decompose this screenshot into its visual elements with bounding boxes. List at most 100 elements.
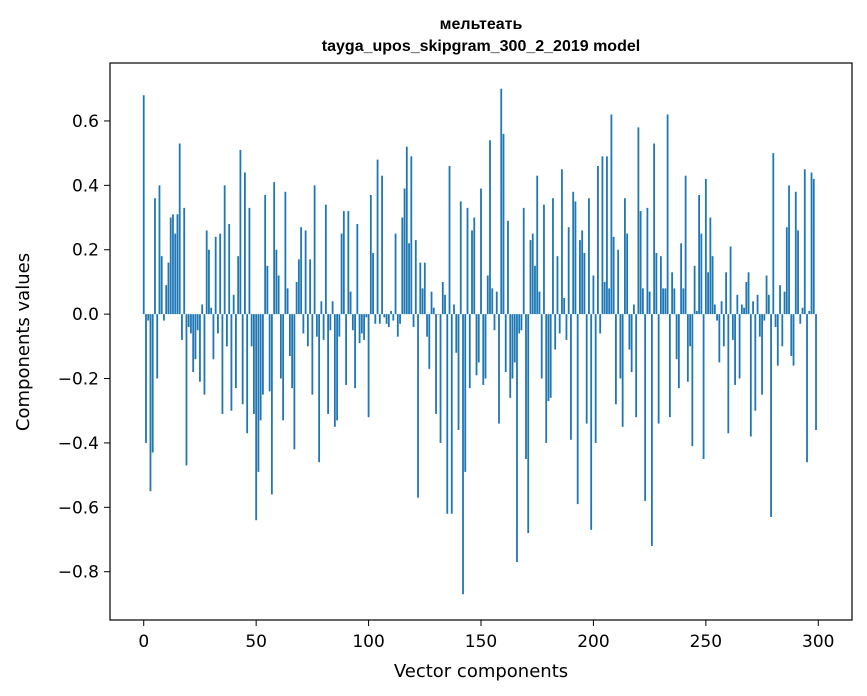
bar-246 (695, 310, 698, 315)
bar-144 (466, 207, 469, 315)
bar-7 (158, 185, 161, 315)
bar-252 (709, 217, 712, 315)
y-tick-label: −0.4 (58, 434, 99, 454)
bar-106 (381, 175, 383, 315)
bar-72 (304, 230, 307, 315)
bar-209 (612, 236, 615, 315)
bar-289 (792, 314, 795, 366)
bar-273 (756, 294, 759, 315)
x-axis-label: Vector components (394, 661, 568, 682)
bar-171 (527, 314, 530, 534)
bar-25 (199, 314, 201, 382)
bar-64 (286, 288, 289, 315)
bar-56 (268, 314, 271, 392)
bar-216 (628, 314, 631, 350)
bar-3 (149, 314, 152, 492)
bar-270 (749, 314, 752, 437)
bar-131 (437, 314, 440, 315)
bar-30 (210, 307, 213, 315)
bar-32 (214, 236, 217, 315)
bar-47 (248, 207, 251, 315)
bar-223 (644, 314, 647, 501)
bar-230 (659, 256, 662, 315)
bar-160 (502, 133, 505, 315)
bar-233 (666, 114, 669, 315)
bar-275 (761, 314, 763, 395)
bar-286 (785, 227, 788, 315)
bar-89 (342, 211, 345, 315)
chart-title-line2: tayga_upos_skipgram_300_2_2019 model (322, 38, 640, 55)
bar-126 (426, 314, 428, 337)
bar-75 (311, 314, 314, 395)
bar-282 (776, 314, 779, 366)
bar-113 (396, 314, 399, 337)
bar-240 (682, 288, 685, 315)
bar-254 (713, 304, 716, 315)
bar-108 (385, 314, 388, 324)
bar-127 (428, 314, 431, 369)
bar-186 (561, 169, 563, 315)
bar-67 (293, 314, 296, 450)
bar-112 (394, 233, 397, 315)
bar-116 (403, 188, 406, 315)
bar-5 (154, 198, 156, 315)
bar-299 (815, 314, 817, 431)
bar-76 (313, 185, 316, 315)
y-tick-label: −0.8 (58, 563, 99, 583)
bar-295 (806, 314, 808, 463)
bar-145 (468, 314, 471, 389)
bar-238 (677, 314, 680, 389)
bar-201 (594, 314, 597, 443)
bar-258 (722, 314, 725, 347)
bar-132 (439, 314, 442, 443)
bar-23 (194, 314, 197, 360)
bar-91 (347, 211, 350, 315)
bar-85 (333, 314, 336, 427)
bar-187 (563, 298, 566, 315)
bar-125 (423, 262, 426, 315)
bar-139 (455, 314, 458, 353)
bar-157 (495, 291, 498, 315)
bar-190 (570, 314, 572, 440)
bar-243 (689, 314, 692, 347)
bar-202 (597, 166, 599, 315)
bar-213 (621, 314, 624, 427)
bar-86 (336, 314, 338, 421)
bar-189 (567, 227, 570, 315)
y-tick-label: −0.6 (58, 498, 99, 518)
bar-22 (192, 314, 195, 373)
bar-69 (297, 259, 300, 315)
bar-274 (758, 314, 761, 337)
bar-188 (565, 314, 568, 340)
bar-104 (376, 159, 379, 315)
bar-232 (664, 288, 667, 315)
bar-218 (633, 304, 635, 315)
bar-182 (552, 198, 554, 315)
bar-287 (788, 185, 790, 315)
bar-167 (518, 314, 521, 334)
bar-83 (329, 314, 332, 331)
bar-212 (619, 314, 622, 379)
bar-42 (237, 256, 240, 315)
bar-266 (740, 304, 743, 315)
bar-48 (250, 314, 253, 347)
bar-58 (273, 182, 276, 315)
x-tick-label: 300 (802, 632, 834, 652)
bar-192 (574, 201, 577, 315)
bar-164 (511, 314, 514, 379)
bar-245 (693, 265, 696, 315)
bar-151 (482, 314, 485, 385)
bar-239 (680, 243, 683, 315)
bar-217 (630, 314, 633, 373)
bar-146 (471, 230, 473, 315)
bar-96 (358, 314, 361, 344)
bar-159 (500, 88, 503, 315)
bar-272 (754, 314, 757, 411)
bar-49 (253, 314, 255, 414)
bar-124 (421, 288, 424, 315)
bar-297 (810, 172, 813, 315)
bar-181 (549, 314, 552, 398)
bar-152 (484, 314, 487, 379)
bar-140 (457, 314, 460, 431)
bar-15 (176, 214, 179, 315)
